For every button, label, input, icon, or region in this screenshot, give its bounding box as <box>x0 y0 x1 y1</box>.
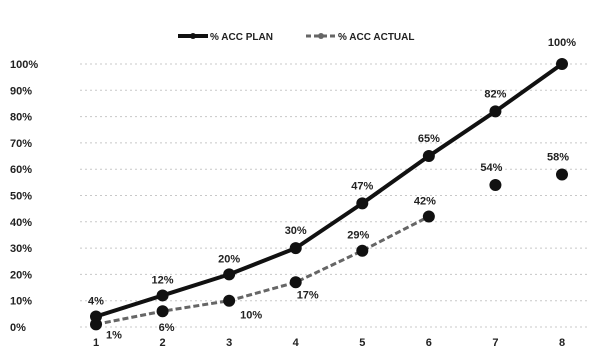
plan-data-label: 30% <box>285 225 307 237</box>
plan-point <box>356 197 369 210</box>
series-line-plan <box>95 62 564 319</box>
plan-data-label: 82% <box>484 88 506 100</box>
plan-data-label: 12% <box>152 274 174 286</box>
actual-data-label: 1% <box>106 329 122 341</box>
plan-point <box>223 268 236 281</box>
actual-point <box>489 178 502 191</box>
y-tick-label: 50% <box>10 191 32 203</box>
plan-point <box>489 105 502 118</box>
x-tick-label: 3 <box>226 337 232 349</box>
plan-data-label: 20% <box>218 253 240 265</box>
plan-point <box>156 289 169 302</box>
series-line-actual <box>95 215 430 326</box>
legend: % ACC PLAN % ACC ACTUAL <box>178 32 414 43</box>
legend-marker <box>318 33 324 39</box>
plan-data-label: 4% <box>88 295 104 307</box>
plan-point <box>422 150 435 163</box>
actual-point <box>223 294 236 307</box>
y-tick-label: 40% <box>10 217 32 229</box>
actual-data-label: 10% <box>240 310 262 322</box>
actual-data-label: 42% <box>414 196 436 208</box>
y-tick-label: 30% <box>10 243 32 255</box>
x-axis: 1 2 3 4 5 6 7 8 <box>93 337 565 349</box>
y-tick-label: 90% <box>10 85 32 97</box>
x-tick-label: 6 <box>426 337 432 349</box>
x-tick-label: 5 <box>359 337 365 349</box>
plan-data-label: 100% <box>548 37 576 49</box>
actual-point <box>356 244 369 257</box>
legend-marker <box>190 33 196 39</box>
legend-label: % ACC ACTUAL <box>338 32 414 43</box>
data-labels: 4% 12% 20% 30% 47% 65% 82% 100% 1% 6% 10% 17% 29% 42%… <box>88 37 576 341</box>
actual-point <box>156 305 169 318</box>
series-layer <box>90 58 568 331</box>
y-tick-label: 10% <box>10 296 32 308</box>
actual-data-label: 6% <box>159 322 175 334</box>
actual-point <box>289 276 302 289</box>
x-tick-label: 7 <box>492 337 498 349</box>
legend-label: % ACC PLAN <box>210 32 273 43</box>
x-tick-label: 8 <box>559 337 565 349</box>
actual-data-label: 58% <box>547 151 569 163</box>
plan-data-label: 65% <box>418 133 440 145</box>
grid-layer <box>80 63 590 328</box>
actual-data-label: 29% <box>347 230 369 242</box>
x-tick-label: 1 <box>93 337 99 349</box>
actual-point <box>422 210 435 223</box>
x-tick-label: 4 <box>293 337 300 349</box>
actual-data-label: 54% <box>480 162 502 174</box>
actual-point <box>90 318 102 331</box>
y-tick-label: 100% <box>10 59 38 71</box>
y-tick-label: 20% <box>10 269 32 281</box>
x-tick-label: 2 <box>160 337 166 349</box>
y-tick-label: 70% <box>10 138 32 150</box>
y-tick-label: 60% <box>10 164 32 176</box>
plan-point <box>289 242 302 255</box>
y-tick-label: 0% <box>10 322 26 334</box>
y-axis: 0% 10% 20% 30% 40% 50% 60% 70% 80% 90% 100% <box>10 59 38 334</box>
actual-point <box>556 168 568 181</box>
y-tick-label: 80% <box>10 112 32 124</box>
plan-data-label: 47% <box>351 180 373 192</box>
actual-data-label: 17% <box>297 289 319 301</box>
plan-point <box>556 58 568 70</box>
